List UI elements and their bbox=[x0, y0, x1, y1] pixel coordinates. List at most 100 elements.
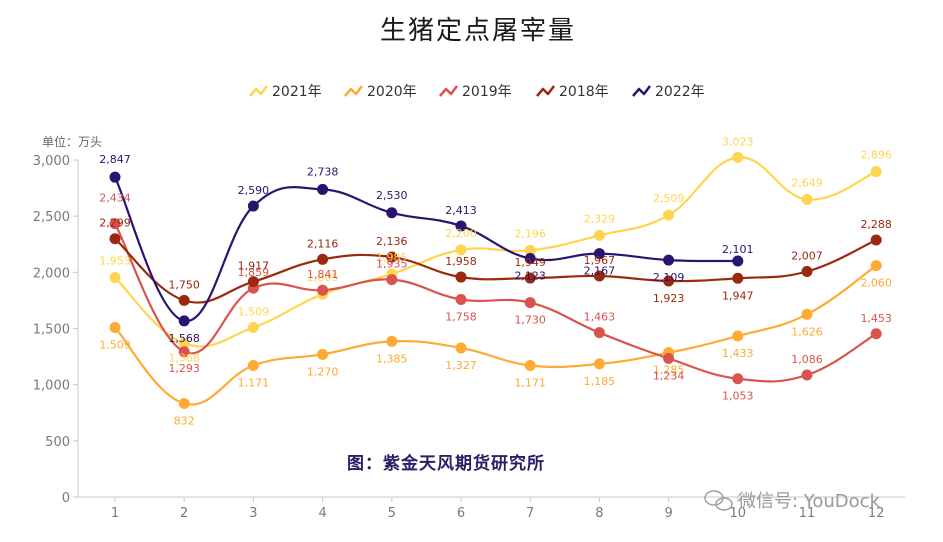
data-point bbox=[801, 308, 813, 320]
legend-swatch bbox=[439, 85, 458, 97]
data-point bbox=[386, 274, 398, 286]
data-label: 1,626 bbox=[791, 325, 823, 338]
data-point bbox=[455, 271, 467, 283]
data-label: 2,288 bbox=[860, 218, 892, 231]
data-point bbox=[455, 220, 467, 232]
data-label: 1,270 bbox=[307, 365, 339, 378]
data-point bbox=[870, 234, 882, 246]
x-tick-label: 3 bbox=[249, 506, 257, 521]
data-point bbox=[178, 294, 190, 306]
wechat-icon bbox=[704, 490, 733, 511]
legend-label: 2018年 bbox=[559, 84, 609, 100]
data-label: 2,060 bbox=[860, 277, 892, 290]
legend-swatch bbox=[536, 85, 555, 97]
x-tick-label: 10 bbox=[730, 506, 747, 521]
data-point bbox=[870, 260, 882, 272]
data-point bbox=[524, 359, 536, 371]
data-point bbox=[109, 272, 121, 284]
data-point bbox=[109, 218, 121, 230]
data-point bbox=[593, 358, 605, 370]
data-point bbox=[663, 352, 675, 364]
data-point bbox=[455, 342, 467, 354]
data-label: 1,967 bbox=[584, 254, 616, 267]
data-label: 2,590 bbox=[238, 184, 270, 197]
data-label: 2,509 bbox=[653, 192, 685, 205]
data-label: 1,509 bbox=[99, 338, 131, 351]
data-point bbox=[247, 321, 259, 333]
legend-label: 2019年 bbox=[462, 84, 512, 100]
data-label: 1,171 bbox=[514, 376, 546, 389]
data-label: 2,167 bbox=[584, 265, 616, 278]
x-tick-label: 4 bbox=[318, 506, 326, 521]
data-point bbox=[524, 272, 536, 284]
series-markers bbox=[109, 171, 744, 327]
data-label: 2,123 bbox=[514, 270, 546, 283]
data-label: 1,949 bbox=[514, 256, 546, 269]
data-label: 1,923 bbox=[653, 292, 685, 305]
data-point bbox=[247, 276, 259, 288]
data-label: 1,841 bbox=[307, 268, 339, 281]
x-tick-label: 5 bbox=[388, 506, 396, 521]
watermark-text: 微信号: YouDock bbox=[738, 491, 881, 512]
y-tick-label: 500 bbox=[45, 435, 70, 450]
data-point bbox=[178, 398, 190, 410]
data-point bbox=[386, 335, 398, 347]
data-label: 2,136 bbox=[376, 235, 408, 248]
data-point bbox=[663, 275, 675, 287]
data-point bbox=[455, 244, 467, 256]
chart-title: 生猪定点屠宰量 bbox=[380, 16, 576, 46]
data-point bbox=[455, 294, 467, 306]
data-point bbox=[801, 369, 813, 381]
x-tick-label: 2 bbox=[180, 506, 188, 521]
wechat-watermark: 微信号: YouDock bbox=[704, 490, 881, 512]
data-point bbox=[593, 248, 605, 260]
x-tick-label: 1 bbox=[111, 506, 119, 521]
data-point bbox=[317, 183, 329, 195]
x-tick-label: 9 bbox=[664, 506, 672, 521]
legend-swatch bbox=[632, 85, 651, 97]
data-point bbox=[801, 266, 813, 278]
series-markers bbox=[109, 260, 882, 410]
x-tick-label: 11 bbox=[799, 506, 816, 521]
data-label: 1,985 bbox=[376, 251, 408, 264]
data-point bbox=[524, 253, 536, 265]
data-label: 2,299 bbox=[99, 217, 131, 230]
series-line bbox=[114, 264, 877, 406]
data-label: 832 bbox=[174, 415, 195, 428]
y-tick-label: 2,000 bbox=[33, 266, 70, 281]
data-label: 2,329 bbox=[584, 212, 616, 225]
legend-label: 2021年 bbox=[272, 84, 322, 100]
data-label: 1,917 bbox=[238, 260, 270, 273]
data-labels: 1,953 1,368 1,509 1,805 1,985 2,200 2,196 2,329… bbox=[99, 135, 892, 427]
data-label: 1,453 bbox=[860, 312, 892, 325]
data-label: 2,847 bbox=[99, 153, 131, 166]
data-point bbox=[593, 229, 605, 241]
data-label: 1,730 bbox=[514, 314, 546, 327]
y-tick-label: 3,000 bbox=[33, 154, 70, 169]
data-label: 2,530 bbox=[376, 189, 408, 202]
data-label: 1,750 bbox=[168, 278, 200, 291]
data-point bbox=[386, 251, 398, 263]
data-point bbox=[178, 346, 190, 358]
data-label: 1,171 bbox=[238, 376, 270, 389]
series-lines bbox=[109, 151, 882, 410]
y-tick-label: 0 bbox=[62, 491, 70, 506]
data-label: 2,109 bbox=[653, 271, 685, 284]
series-markers bbox=[109, 233, 882, 306]
data-point bbox=[247, 359, 259, 371]
data-label: 1,368 bbox=[168, 351, 200, 364]
data-label: 2,116 bbox=[307, 237, 339, 250]
data-label: 1,805 bbox=[307, 271, 339, 284]
data-label: 1,433 bbox=[722, 347, 754, 360]
data-label: 1,935 bbox=[376, 258, 408, 271]
data-point bbox=[732, 330, 744, 342]
legend-label: 2022年 bbox=[655, 84, 705, 100]
legend-swatch bbox=[249, 85, 268, 97]
data-point bbox=[317, 253, 329, 265]
data-point bbox=[593, 327, 605, 339]
data-label: 1,385 bbox=[376, 352, 408, 365]
data-label: 1,568 bbox=[168, 332, 200, 345]
y-tick-label: 1,000 bbox=[33, 379, 70, 394]
data-label: 2,101 bbox=[722, 243, 754, 256]
data-point bbox=[386, 207, 398, 219]
